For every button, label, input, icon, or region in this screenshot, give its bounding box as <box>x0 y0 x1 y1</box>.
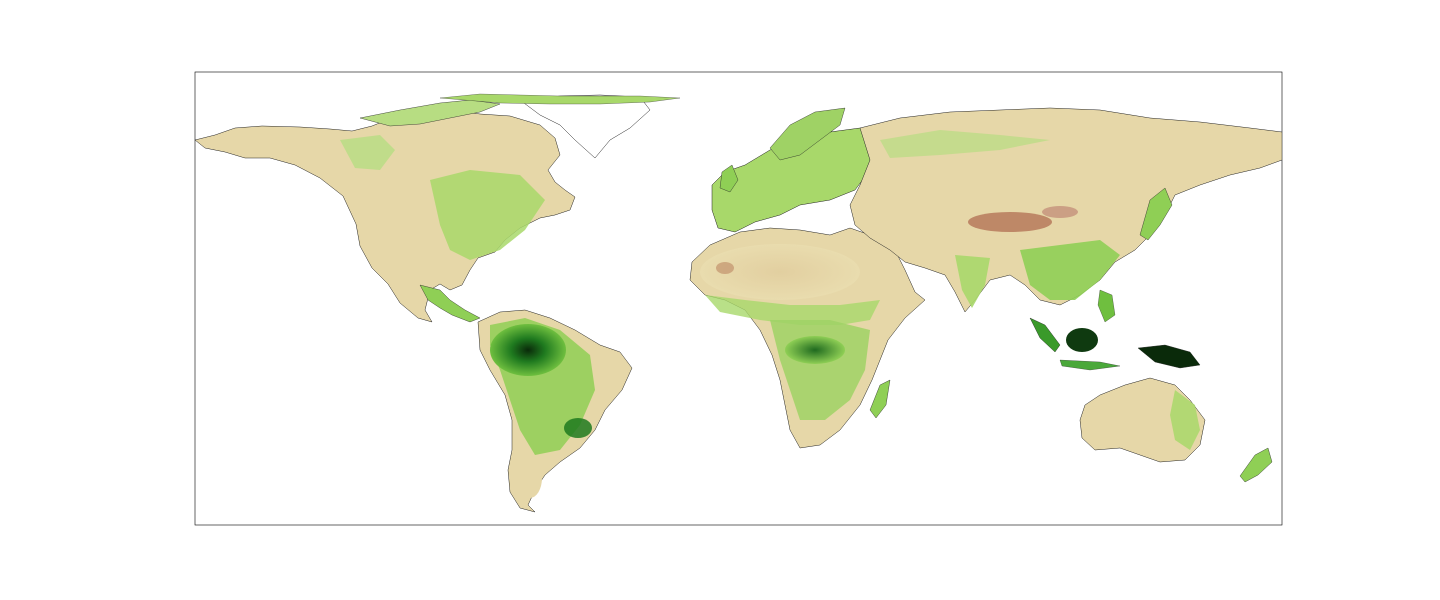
landmass-scandinavia <box>769 107 846 161</box>
australia-east-green <box>1170 390 1200 450</box>
sahara-mountain <box>716 262 734 274</box>
central-asia-mountain <box>1042 206 1078 218</box>
india-green <box>955 255 990 308</box>
asia-southeast-green <box>1020 240 1120 300</box>
atlantic-forest-high <box>564 418 592 438</box>
landmass-madagascar <box>869 379 891 419</box>
landmass-java <box>1059 359 1121 371</box>
arctic-islands <box>359 99 501 127</box>
north-america-green-west <box>340 135 395 170</box>
landmass-new-guinea <box>1137 344 1201 369</box>
amazon-high-suitability <box>490 324 566 376</box>
landmass-britain <box>719 164 739 193</box>
north-america-green-east <box>430 170 545 260</box>
tibet-plateau <box>968 212 1052 232</box>
africa-sahel-green <box>705 295 880 325</box>
patagonia-dry <box>518 458 542 498</box>
landmass-japan <box>1139 187 1173 241</box>
asia-north-green <box>880 130 1050 158</box>
landmass-sumatra <box>1029 317 1061 353</box>
borneo-high-suitability <box>1066 328 1098 352</box>
arctic-islands-north <box>439 93 681 105</box>
map-raster <box>195 93 1282 513</box>
landmass-philippines <box>1097 289 1116 323</box>
landmass-new-zealand <box>1239 447 1273 483</box>
landmass-greenland <box>519 94 651 159</box>
sahara-desert <box>700 244 860 300</box>
congo-high-suitability <box>785 336 845 364</box>
central-america <box>419 284 481 323</box>
